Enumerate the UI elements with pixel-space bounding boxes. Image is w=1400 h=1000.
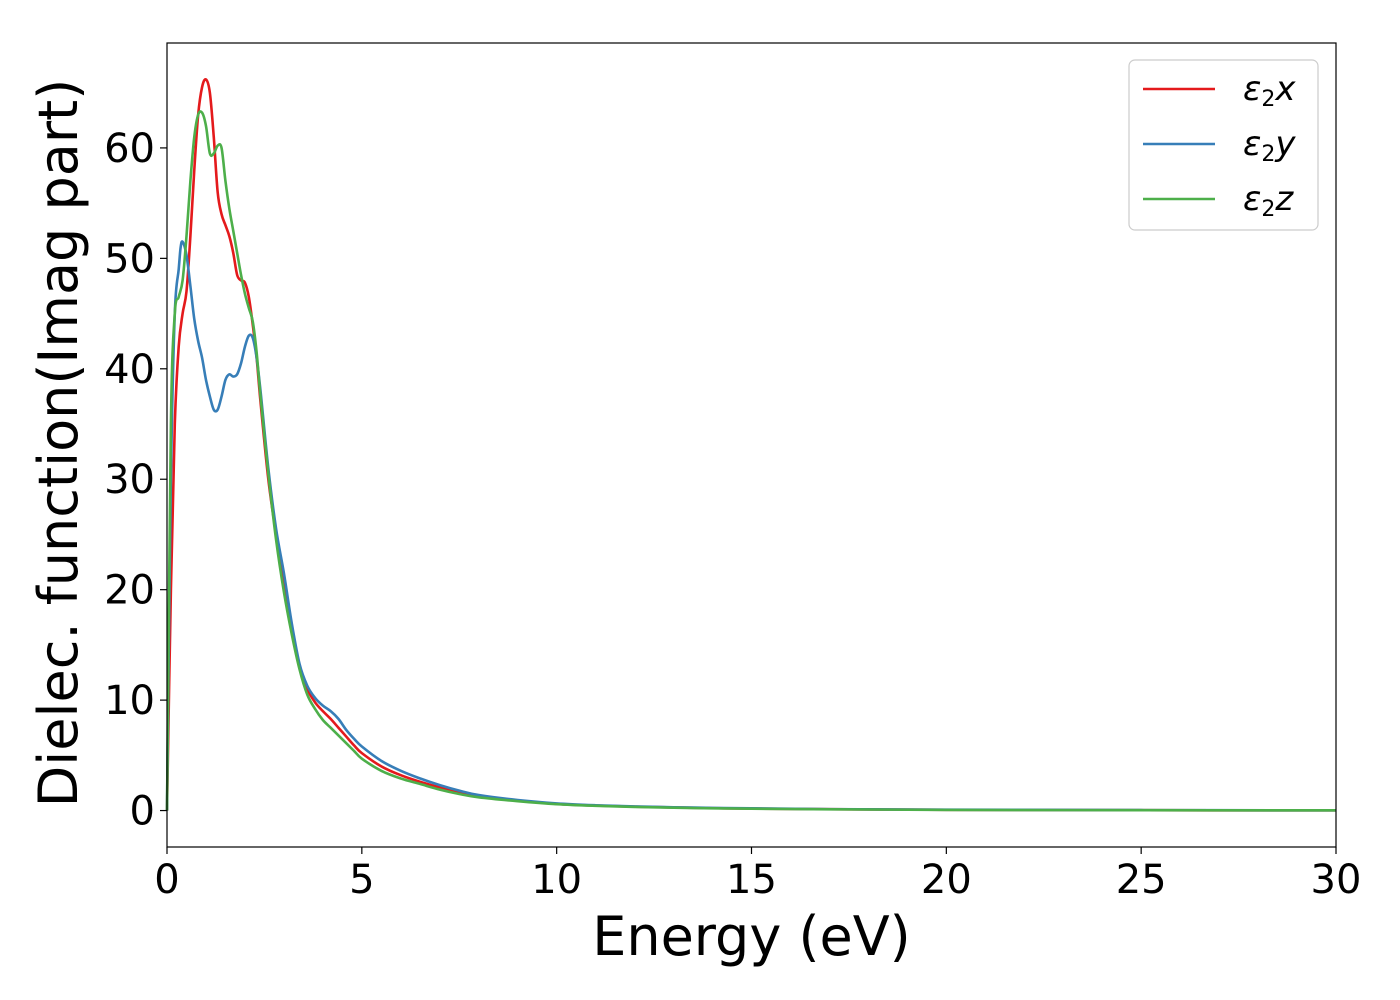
y-tick-label: 60 xyxy=(104,126,155,172)
y-tick-label: 30 xyxy=(104,457,155,503)
legend-box xyxy=(1128,59,1319,231)
legend: ε2x ε2y ε2z xyxy=(1128,59,1319,231)
y-tick-label: 10 xyxy=(104,678,155,724)
series-line-z xyxy=(165,110,1337,812)
y-tick-label: 50 xyxy=(104,236,155,282)
y-tick-label: 0 xyxy=(130,789,155,835)
y-tick-label: 40 xyxy=(104,347,155,393)
y-tick-label: 20 xyxy=(104,568,155,614)
legend-label-x: ε2x xyxy=(1243,69,1296,112)
x-tick-label: 25 xyxy=(1116,857,1167,903)
x-tick-label: 10 xyxy=(531,857,582,903)
x-axis-ticks: 0 5 10 15 20 25 30 xyxy=(154,847,1361,903)
x-tick-label: 30 xyxy=(1311,857,1362,903)
y-axis-ticks: 0 10 20 30 40 50 60 xyxy=(104,126,167,835)
x-tick-label: 0 xyxy=(154,857,179,903)
legend-label-y: ε2y xyxy=(1243,124,1296,167)
x-tick-label: 5 xyxy=(349,857,374,903)
series-layer xyxy=(165,77,1337,812)
x-tick-label: 15 xyxy=(726,857,777,903)
y-axis-title: Dielec. function(Imag part) xyxy=(27,79,90,808)
legend-label-z: ε2z xyxy=(1243,179,1294,222)
x-tick-label: 20 xyxy=(921,857,972,903)
x-axis-title: Energy (eV) xyxy=(592,905,911,968)
